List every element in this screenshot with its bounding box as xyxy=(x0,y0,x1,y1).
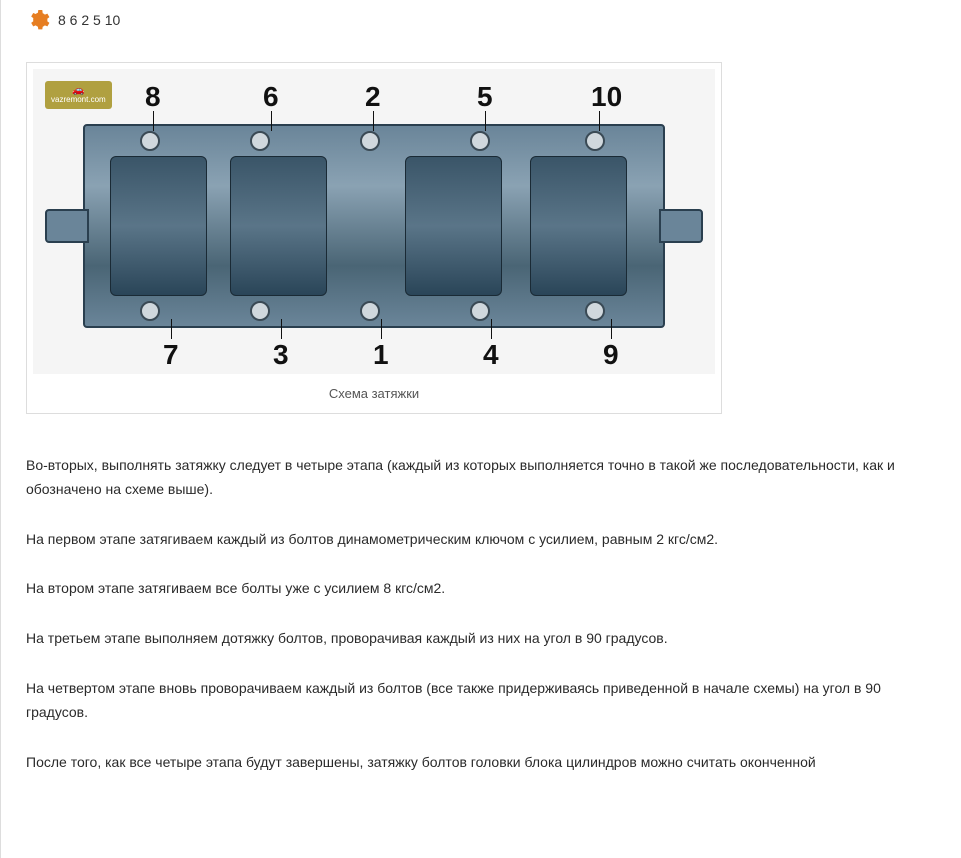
figure: 🚗 vazremont.com 8 6 2 5 10 7 3 1 4 9 Схема затяжк… xyxy=(26,62,722,414)
top-numbers: 8 6 2 5 10 xyxy=(58,12,120,28)
watermark: 🚗 vazremont.com xyxy=(45,81,112,109)
pointer xyxy=(171,319,172,339)
bolt xyxy=(140,131,160,151)
paragraph: На втором этапе затягиваем все болты уже… xyxy=(26,577,936,601)
bolt-label: 6 xyxy=(263,81,279,113)
pointer xyxy=(153,111,154,131)
pointer xyxy=(271,111,272,131)
bolt xyxy=(140,301,160,321)
pointer xyxy=(485,111,486,131)
bolt-label: 3 xyxy=(273,339,289,371)
top-row: 8 6 2 5 10 xyxy=(26,8,936,32)
pointer xyxy=(373,111,374,131)
bolt-label: 2 xyxy=(365,81,381,113)
paragraph: После того, как все четыре этапа будут з… xyxy=(26,751,936,775)
bolt-label: 5 xyxy=(477,81,493,113)
diagram: 🚗 vazremont.com 8 6 2 5 10 7 3 1 4 9 xyxy=(33,69,715,374)
bolt xyxy=(360,131,380,151)
cylinder xyxy=(405,156,502,296)
cylinder xyxy=(530,156,627,296)
bolt xyxy=(250,301,270,321)
bolt-label: 10 xyxy=(591,81,622,113)
bolt-label: 7 xyxy=(163,339,179,371)
bolt-label: 8 xyxy=(145,81,161,113)
shaft-left xyxy=(45,209,89,243)
bolt xyxy=(470,301,490,321)
paragraph: На первом этапе затягиваем каждый из бол… xyxy=(26,528,936,552)
bolt xyxy=(585,131,605,151)
bolt-label: 1 xyxy=(373,339,389,371)
gear-icon xyxy=(26,8,50,32)
cylinder xyxy=(230,156,327,296)
figure-caption: Схема затяжки xyxy=(33,374,715,407)
bolt-label: 9 xyxy=(603,339,619,371)
paragraph: На третьем этапе выполняем дотяжку болто… xyxy=(26,627,936,651)
paragraph: Во-вторых, выполнять затяжку следует в ч… xyxy=(26,454,936,502)
bolt xyxy=(470,131,490,151)
engine-block xyxy=(83,124,665,328)
pointer xyxy=(611,319,612,339)
pointer xyxy=(599,111,600,131)
cylinder xyxy=(110,156,207,296)
pointer xyxy=(281,319,282,339)
pointer xyxy=(491,319,492,339)
bolt xyxy=(585,301,605,321)
bolt xyxy=(360,301,380,321)
shaft-right xyxy=(659,209,703,243)
paragraph: На четвертом этапе вновь проворачиваем к… xyxy=(26,677,936,725)
bolt-label: 4 xyxy=(483,339,499,371)
bolt xyxy=(250,131,270,151)
pointer xyxy=(381,319,382,339)
